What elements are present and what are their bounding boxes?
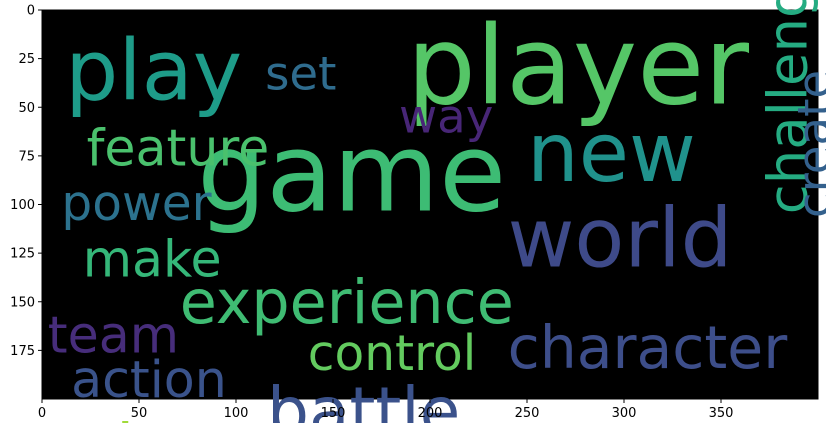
x-tick-label: 100 bbox=[224, 406, 249, 421]
y-tick-label: 75 bbox=[18, 149, 35, 164]
word-world: world bbox=[508, 192, 733, 287]
word-experience: experience bbox=[180, 268, 514, 338]
word-make: make bbox=[83, 230, 222, 289]
word-battle: battle bbox=[267, 373, 460, 423]
word-friend: friend bbox=[492, 417, 663, 423]
y-tick-label: 150 bbox=[10, 295, 35, 310]
x-tick-label: 250 bbox=[515, 406, 540, 421]
x-tick-label: 0 bbox=[38, 406, 46, 421]
word-way: way bbox=[399, 91, 493, 145]
x-tick-label: 150 bbox=[321, 406, 346, 421]
plot-background bbox=[42, 10, 818, 399]
word-new: new bbox=[527, 106, 696, 201]
word-control: control bbox=[308, 326, 476, 382]
y-tick-label: 50 bbox=[18, 101, 35, 116]
x-tick-label: 200 bbox=[418, 406, 443, 421]
y-tick-label: 125 bbox=[10, 247, 35, 262]
y-tick-label: 100 bbox=[10, 198, 35, 213]
y-axis-ticks: 0 25 50 75 100 125 150 175 bbox=[10, 4, 42, 359]
word-challenge: challenge bbox=[755, 0, 819, 214]
x-tick-label: 350 bbox=[709, 406, 734, 421]
x-tick-label: 50 bbox=[131, 406, 148, 421]
word-set: set bbox=[265, 48, 336, 102]
word-game: game bbox=[197, 109, 506, 236]
word-character: character bbox=[508, 314, 788, 382]
word-team: team bbox=[48, 305, 179, 364]
word-feature: feature bbox=[87, 119, 270, 178]
word-play: play bbox=[65, 22, 242, 120]
word-player: player bbox=[407, 2, 750, 129]
x-axis-ticks: 0 50 100 150 200 250 300 350 bbox=[38, 399, 734, 421]
x-tick-label: 300 bbox=[612, 406, 637, 421]
y-tick-label: 0 bbox=[27, 4, 35, 19]
y-tick-label: 25 bbox=[18, 52, 35, 67]
axes-panel bbox=[41, 9, 819, 400]
y-tick-label: 175 bbox=[10, 344, 35, 359]
word-take: take bbox=[50, 410, 193, 423]
word-power: power bbox=[61, 176, 211, 232]
word-create: create bbox=[788, 70, 826, 218]
word-action: action bbox=[71, 350, 227, 409]
